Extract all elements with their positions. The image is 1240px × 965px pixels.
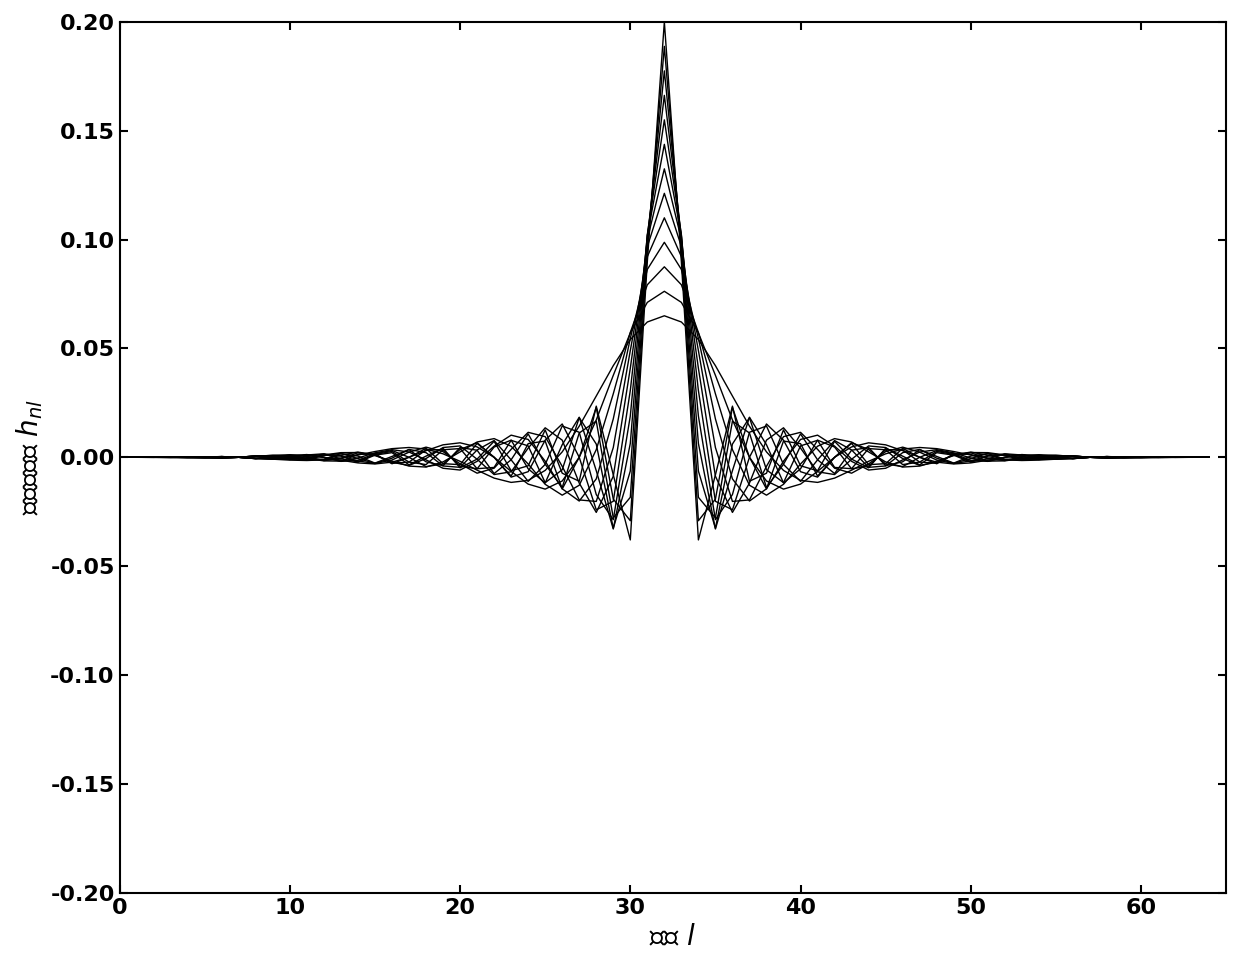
X-axis label: 序号 $l$: 序号 $l$ (650, 924, 696, 951)
Y-axis label: 滤波器系数 $h_{nl}$: 滤波器系数 $h_{nl}$ (14, 400, 45, 515)
